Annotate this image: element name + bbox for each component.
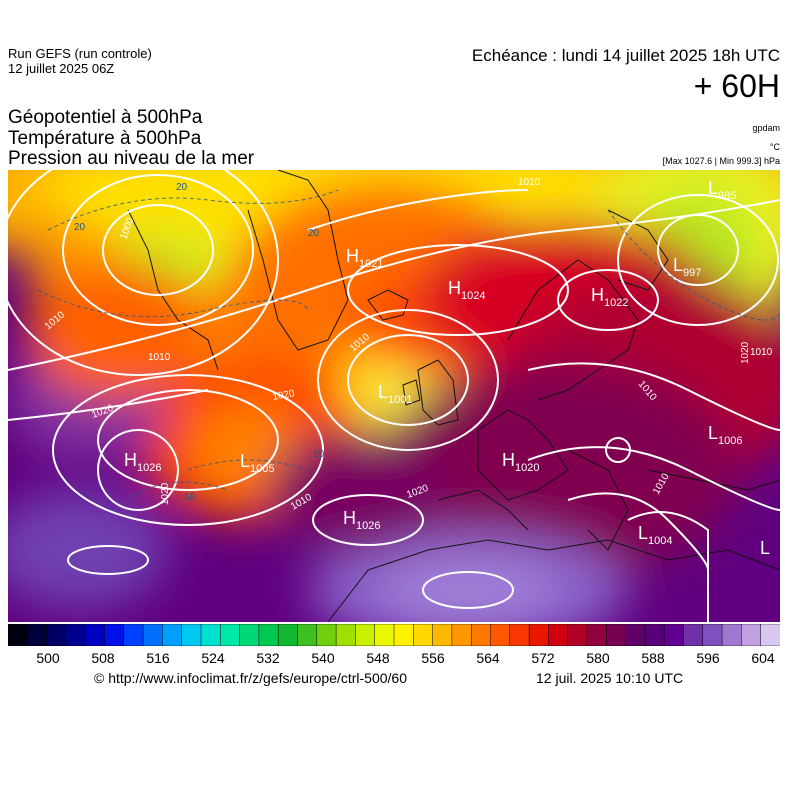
colorbar-swatch — [721, 624, 743, 646]
valid-time: Echéance : lundi 14 juillet 2025 18h UTC — [471, 46, 780, 65]
colorbar-swatch — [239, 624, 260, 646]
colorbar-swatch — [65, 624, 86, 646]
colorbar-label: 580 — [586, 650, 610, 666]
isotherm-label: 20 — [74, 222, 86, 233]
generated-time: 12 juil. 2025 10:10 UTC — [536, 670, 684, 686]
colorbar-labels: 500 508 516 524 532 540 548 556 564 572 580 588 596 6… — [0, 650, 788, 668]
run-name: Run GEFS (run controle) — [8, 46, 152, 61]
unit-temperature: °C — [769, 142, 780, 152]
colorbar-label: 596 — [696, 650, 720, 666]
pressure-range: [Max 1027.6 | Min 999.3] hPa — [662, 156, 780, 166]
pressure-system-low: L1001 — [378, 382, 413, 406]
isotherm-label: 10 — [313, 449, 325, 460]
pressure-system-low: L985 — [708, 178, 736, 202]
colorbar-swatch — [316, 624, 337, 646]
colorbar-swatch — [200, 624, 222, 646]
colorbar — [8, 624, 780, 646]
pressure-system-high: H1020 — [502, 450, 539, 474]
colorbar-swatch — [123, 624, 144, 646]
colorbar-swatch — [702, 624, 723, 646]
colorbar-swatch — [220, 624, 241, 646]
colorbar-swatch — [8, 624, 29, 646]
colorbar-swatch — [297, 624, 318, 646]
isobar-label: 1020 — [272, 388, 296, 403]
colorbar-label: 500 — [36, 650, 60, 666]
colorbar-swatch — [27, 624, 48, 646]
colorbar-label: 588 — [641, 650, 665, 666]
pressure-system-high: H1022 — [591, 285, 628, 309]
isobar-label: 1010 — [750, 347, 773, 358]
colorbar-swatch — [509, 624, 530, 646]
colorbar-swatch — [46, 624, 67, 646]
isotherm-label: 10 — [184, 492, 196, 503]
colorbar-swatch — [374, 624, 395, 646]
isobar-label: 1010 — [148, 352, 171, 363]
isobars — [8, 170, 780, 622]
colorbar-swatch — [84, 624, 106, 646]
colorbar-swatch — [528, 624, 550, 646]
colorbar-swatch — [644, 624, 665, 646]
pressure-system-high: H1026 — [343, 508, 380, 532]
pressure-system-low: L997 — [673, 255, 701, 279]
colorbar-swatch — [683, 624, 704, 646]
colorbar-label: 508 — [91, 650, 115, 666]
colorbar-swatch — [470, 624, 492, 646]
colorbar-label: 548 — [366, 650, 390, 666]
pressure-system-high: H1026 — [124, 450, 161, 474]
colorbar-label: 604 — [751, 650, 775, 666]
title-pressure: Pression au niveau de la mer — [8, 148, 255, 169]
title-geopotential: Géopotentiel à 500hPa — [8, 107, 203, 128]
colorbar-swatch — [451, 624, 472, 646]
colorbar-swatch — [548, 624, 569, 646]
colorbar-label: 524 — [201, 650, 225, 666]
isobar-label: 1010 — [518, 177, 541, 188]
colorbar-label: 516 — [146, 650, 170, 666]
colorbar-swatch — [490, 624, 511, 646]
pressure-system-high: H1021 — [346, 246, 383, 270]
pressure-system-low: L1005 — [240, 451, 275, 475]
colorbar-label: 572 — [531, 650, 555, 666]
colorbar-swatch — [181, 624, 202, 646]
lead-time: + 60H — [693, 68, 780, 104]
isotherm-label: 20 — [308, 228, 320, 239]
colorbar-swatch — [355, 624, 376, 646]
isobar-label: 1020 — [740, 341, 751, 364]
colorbar-swatch — [432, 624, 453, 646]
colorbar-swatch — [335, 624, 357, 646]
temperature-isotherms — [37, 189, 780, 501]
unit-geopotential: gpdam — [752, 123, 780, 133]
colorbar-swatch — [760, 624, 780, 646]
colorbar-swatch — [741, 624, 762, 646]
colorbar-swatch — [567, 624, 588, 646]
colorbar-swatch — [413, 624, 434, 646]
isobar-label: 1020 — [160, 482, 171, 505]
pressure-system-low: L1006 — [708, 423, 743, 447]
colorbar-swatch — [162, 624, 183, 646]
colorbar-label: 564 — [476, 650, 500, 666]
colorbar-swatch — [606, 624, 627, 646]
colorbar-swatch — [277, 624, 299, 646]
credit-url: © http://www.infoclimat.fr/z/gefs/europe… — [94, 670, 408, 686]
title-temperature: Température à 500hPa — [8, 128, 202, 149]
colorbar-label: 540 — [311, 650, 335, 666]
colorbar-swatch — [258, 624, 279, 646]
colorbar-swatch — [393, 624, 415, 646]
colorbar-label: 556 — [421, 650, 445, 666]
colorbar-label: 532 — [256, 650, 280, 666]
colorbar-swatch — [142, 624, 164, 646]
pressure-system-high: H1024 — [448, 278, 485, 302]
pressure-system-low: L1004 — [638, 523, 673, 547]
colorbar-swatch — [104, 624, 125, 646]
colorbar-swatch — [663, 624, 685, 646]
run-date: 12 juillet 2025 06Z — [8, 61, 115, 76]
colorbar-swatch — [625, 624, 646, 646]
isotherm-label: 20 — [176, 182, 188, 193]
colorbar-swatch — [586, 624, 608, 646]
coastlines — [127, 170, 780, 622]
pressure-system-low: L — [760, 538, 770, 558]
